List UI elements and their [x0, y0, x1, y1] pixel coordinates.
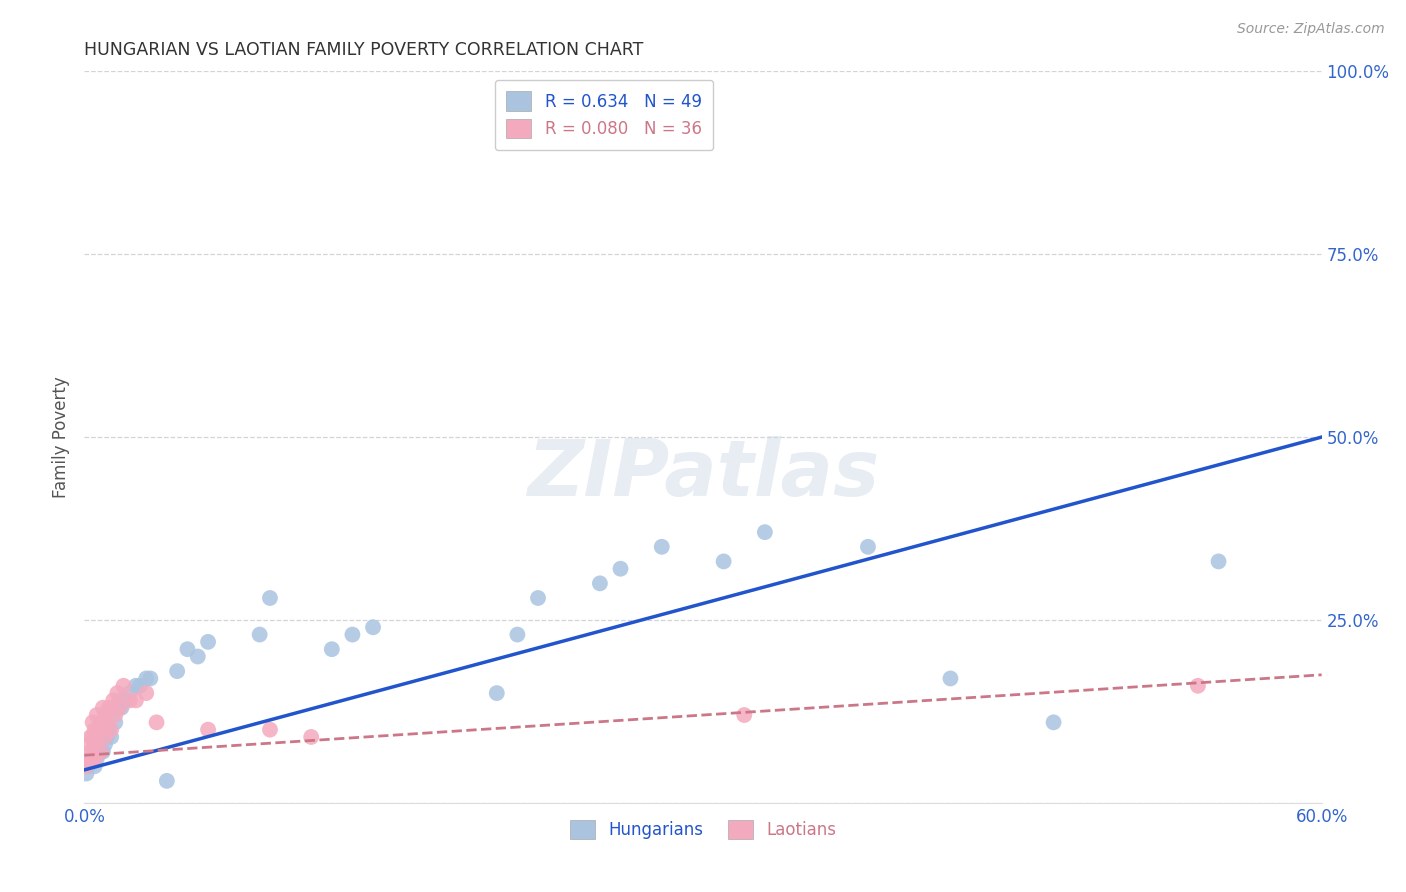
Point: [90, 745, 112, 759]
Point: [197, 635, 219, 649]
Point: [77, 759, 100, 773]
Point: [98, 700, 121, 714]
Text: ZIPatlas: ZIPatlas: [527, 435, 879, 512]
Text: Source: ZipAtlas.com: Source: ZipAtlas.com: [1237, 22, 1385, 37]
Point: [79, 730, 101, 744]
Point: [86, 752, 108, 766]
Point: [1042, 715, 1064, 730]
Point: [108, 700, 131, 714]
Point: [103, 693, 125, 707]
Point: [87, 723, 110, 737]
Point: [87, 745, 110, 759]
Point: [77, 737, 100, 751]
Point: [83, 752, 105, 766]
Point: [1208, 554, 1230, 568]
Point: [91, 700, 114, 714]
Point: [96, 730, 118, 744]
Point: [86, 730, 108, 744]
Point: [94, 708, 117, 723]
Point: [105, 700, 128, 714]
Point: [249, 627, 271, 641]
Point: [112, 679, 135, 693]
Point: [609, 562, 631, 576]
Point: [94, 730, 117, 744]
Point: [94, 737, 117, 751]
Point: [75, 759, 97, 773]
Point: [77, 752, 100, 766]
Point: [589, 576, 612, 591]
Point: [713, 554, 735, 568]
Point: [96, 715, 118, 730]
Point: [259, 591, 281, 605]
Point: [321, 642, 343, 657]
Point: [197, 723, 219, 737]
Point: [299, 730, 322, 744]
Point: [129, 679, 152, 693]
Text: HUNGARIAN VS LAOTIAN FAMILY POVERTY CORRELATION CHART: HUNGARIAN VS LAOTIAN FAMILY POVERTY CORR…: [84, 41, 644, 59]
Point: [187, 649, 209, 664]
Point: [856, 540, 879, 554]
Point: [83, 759, 105, 773]
Point: [651, 540, 673, 554]
Point: [108, 693, 131, 707]
Point: [105, 686, 128, 700]
Point: [82, 752, 104, 766]
Point: [259, 723, 281, 737]
Point: [94, 723, 117, 737]
Point: [485, 686, 508, 700]
Point: [135, 686, 157, 700]
Point: [527, 591, 550, 605]
Point: [82, 715, 104, 730]
Y-axis label: Family Poverty: Family Poverty: [52, 376, 70, 498]
Point: [82, 730, 104, 744]
Point: [118, 693, 141, 707]
Point: [939, 672, 962, 686]
Point: [87, 737, 110, 751]
Point: [75, 766, 97, 780]
Point: [83, 723, 105, 737]
Point: [104, 708, 127, 723]
Point: [139, 672, 162, 686]
Point: [82, 752, 104, 766]
Point: [100, 730, 122, 744]
Point: [733, 708, 755, 723]
Point: [1187, 679, 1209, 693]
Point: [166, 664, 188, 678]
Point: [506, 627, 529, 641]
Point: [125, 693, 148, 707]
Point: [110, 700, 132, 714]
Point: [83, 737, 105, 751]
Point: [361, 620, 384, 634]
Point: [125, 679, 148, 693]
Point: [79, 752, 101, 766]
Point: [135, 672, 157, 686]
Point: [156, 773, 179, 788]
Point: [83, 745, 105, 759]
Point: [90, 745, 112, 759]
Point: [342, 627, 364, 641]
Point: [86, 708, 108, 723]
Point: [118, 686, 141, 700]
Point: [145, 715, 167, 730]
Point: [90, 730, 112, 744]
Point: [90, 715, 112, 730]
Point: [114, 693, 136, 707]
Legend: Hungarians, Laotians: Hungarians, Laotians: [562, 814, 844, 846]
Point: [176, 642, 198, 657]
Point: [100, 723, 122, 737]
Point: [104, 715, 127, 730]
Point: [754, 525, 776, 540]
Point: [91, 745, 114, 759]
Point: [98, 723, 121, 737]
Point: [79, 745, 101, 759]
